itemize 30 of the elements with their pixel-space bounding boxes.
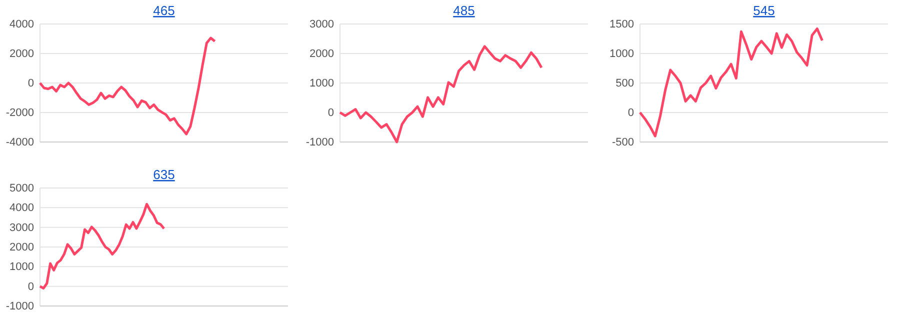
y-tick-label: -2000 bbox=[6, 107, 34, 120]
chart-title: 545 bbox=[753, 3, 775, 18]
y-tick-label: 1000 bbox=[310, 78, 334, 90]
y-tick-label: 2000 bbox=[10, 242, 34, 254]
y-tick-label: 0 bbox=[628, 107, 634, 120]
line-series bbox=[38, 202, 166, 290]
line-series bbox=[638, 27, 824, 138]
y-tick-label: 2000 bbox=[310, 48, 334, 60]
y-tick-label: 4000 bbox=[10, 18, 34, 31]
y-tick-label: 5000 bbox=[10, 182, 34, 195]
chart-title: 465 bbox=[153, 3, 175, 18]
chart-title: 635 bbox=[153, 167, 175, 182]
y-tick-label: 1500 bbox=[610, 18, 634, 31]
y-tick-label: -1000 bbox=[306, 136, 334, 149]
y-tick-label: -500 bbox=[612, 136, 634, 149]
y-tick-label: 3000 bbox=[10, 222, 34, 234]
line-series bbox=[338, 45, 543, 144]
y-tick-label: 0 bbox=[28, 280, 34, 293]
y-tick-label: 0 bbox=[28, 78, 34, 90]
y-tick-label: 4000 bbox=[10, 202, 34, 214]
y-tick-label: 1000 bbox=[610, 48, 634, 60]
y-tick-label: 3000 bbox=[310, 18, 334, 31]
chart-title: 485 bbox=[453, 3, 475, 18]
y-tick-label: 500 bbox=[616, 78, 634, 90]
y-tick-label: 0 bbox=[328, 107, 334, 120]
y-tick-label: -1000 bbox=[6, 300, 34, 313]
y-tick-label: -4000 bbox=[6, 136, 34, 149]
y-tick-label: 2000 bbox=[10, 48, 34, 60]
y-tick-label: 1000 bbox=[10, 261, 34, 274]
line-series bbox=[38, 36, 216, 136]
